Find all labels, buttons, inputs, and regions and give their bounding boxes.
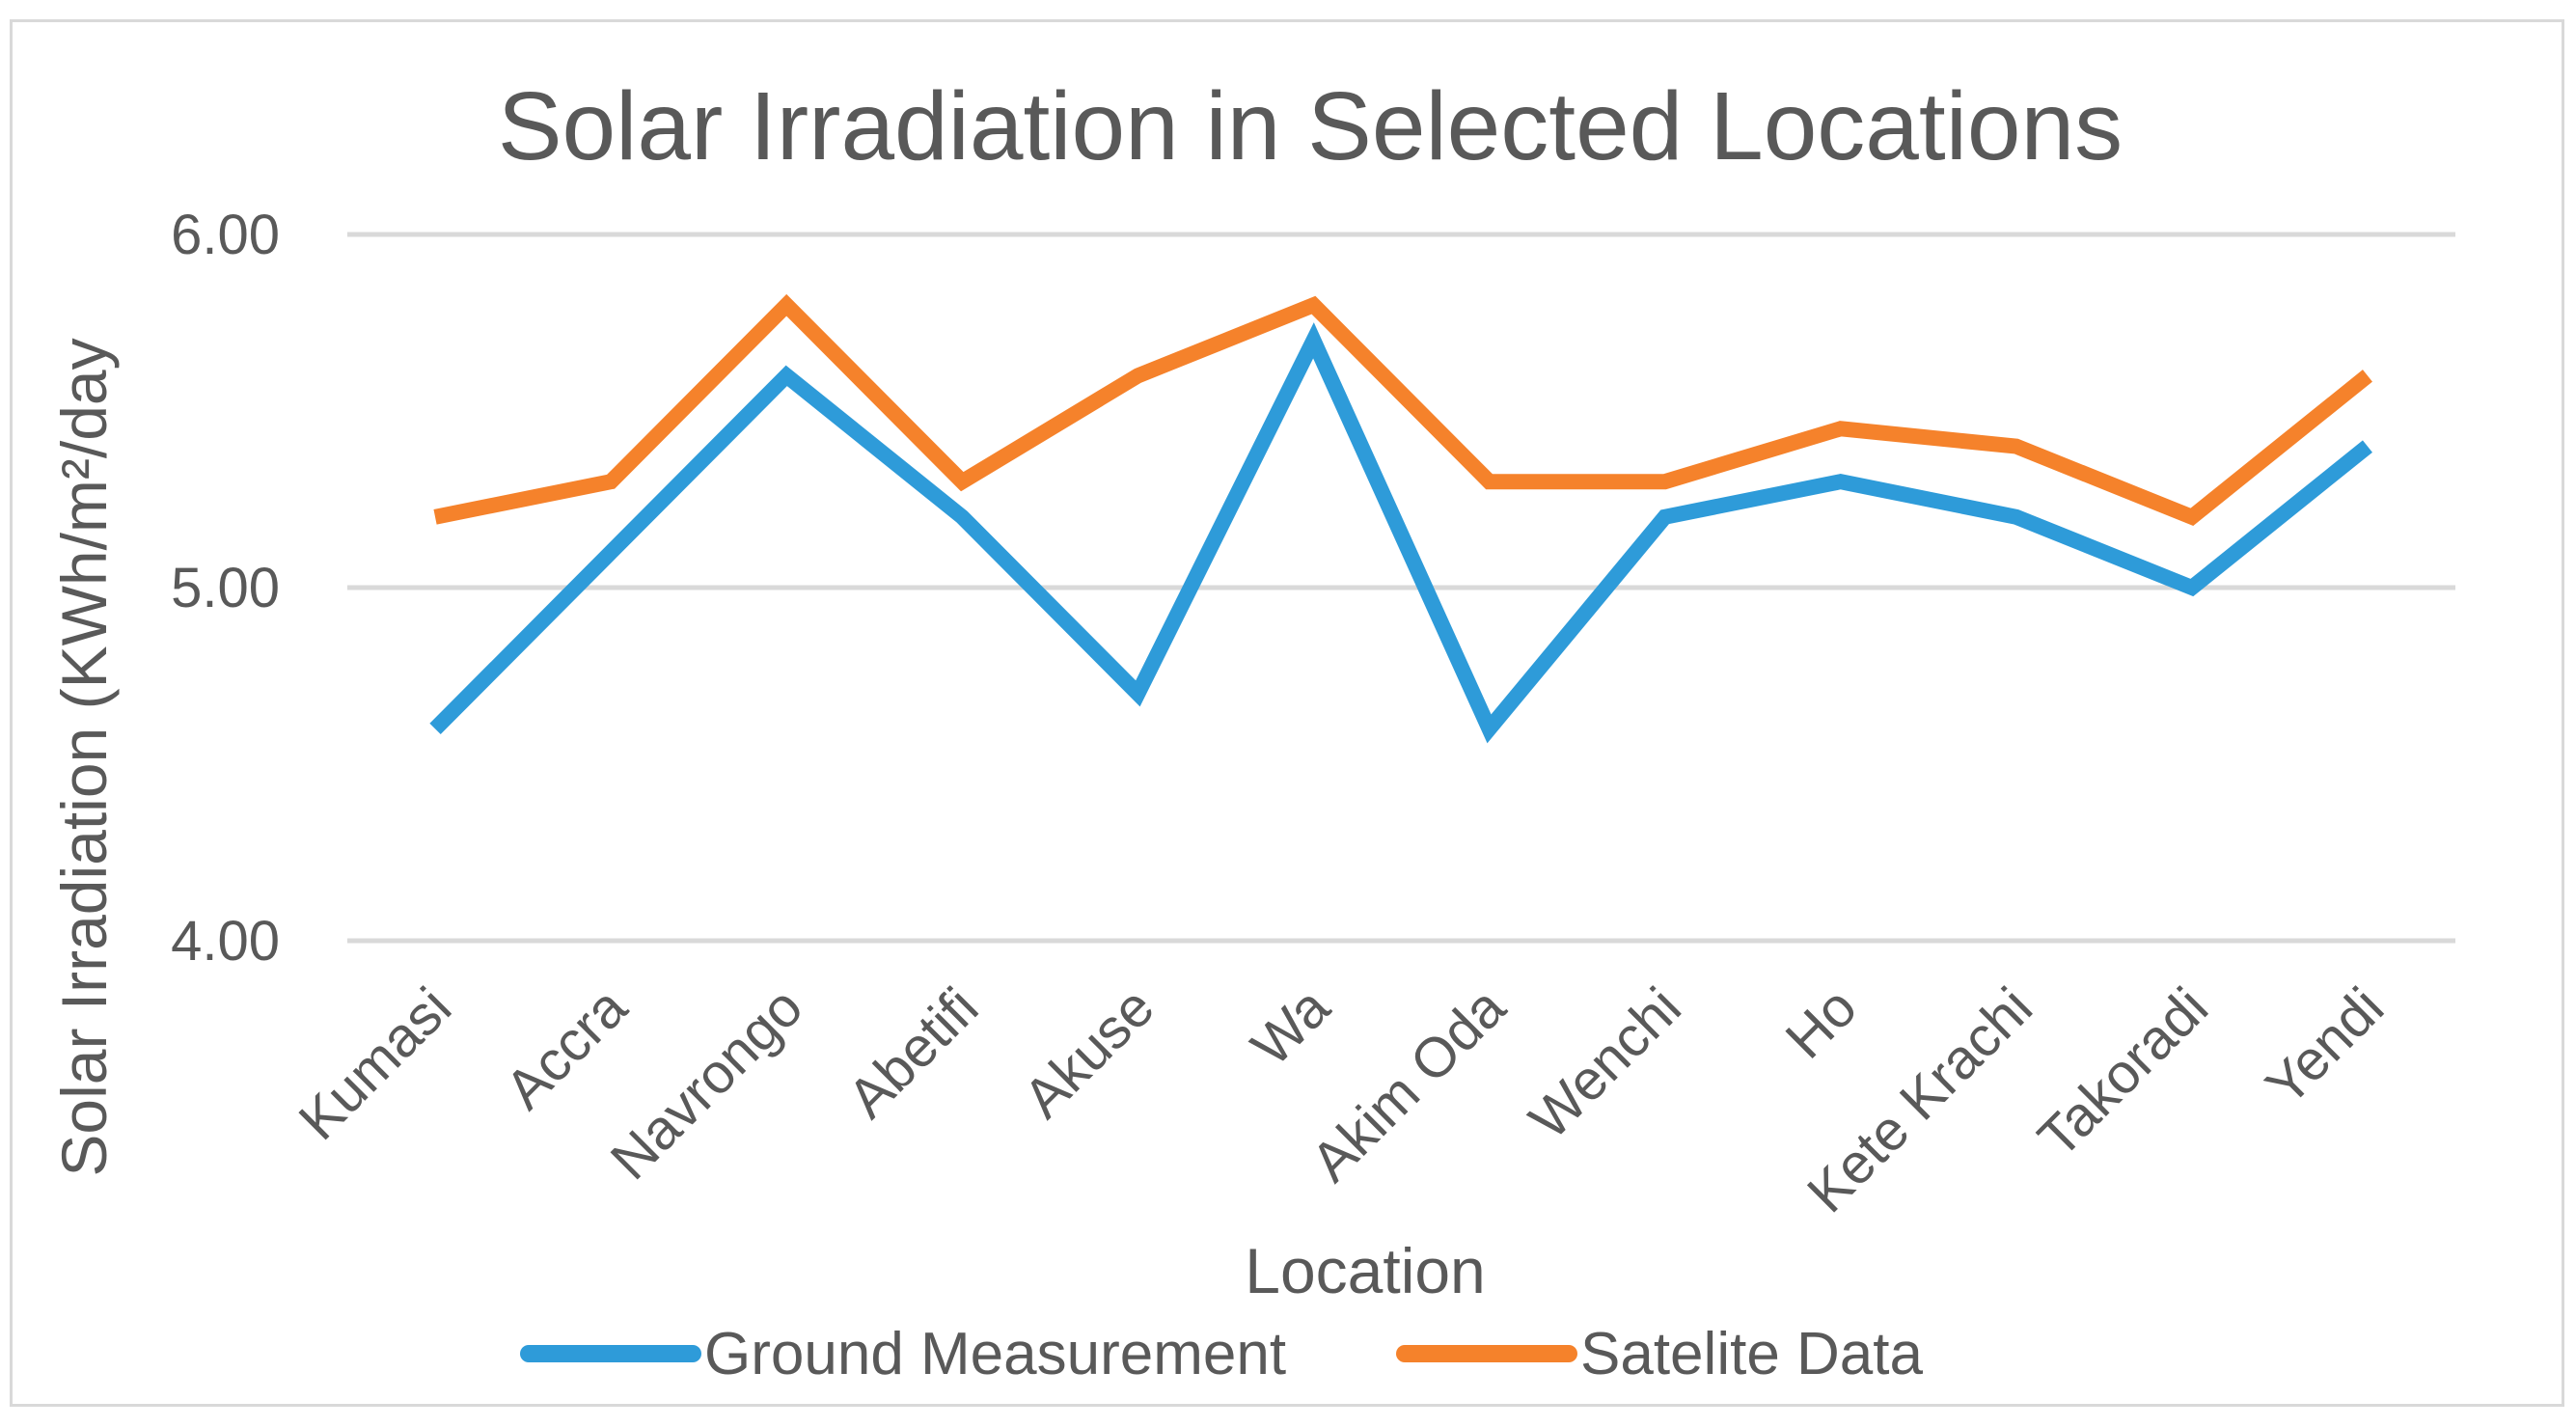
x-tick-label: Kumasi bbox=[288, 975, 464, 1152]
legend-label: Satelite Data bbox=[1580, 1321, 1924, 1387]
series-lines bbox=[429, 293, 2372, 744]
y-tick-label: 6.00 bbox=[171, 204, 280, 266]
x-tick-label: Yendi bbox=[2254, 975, 2396, 1117]
legend: Ground Measurement Satelite Data bbox=[520, 1321, 1924, 1387]
series-line-ground-measurement bbox=[429, 322, 2372, 744]
x-tick-label: Akim Oda bbox=[1300, 975, 1519, 1194]
x-tick-label: Wenchi bbox=[1518, 975, 1693, 1151]
chart-title: Solar Irradiation in Selected Locations bbox=[498, 72, 2123, 180]
legend-label: Ground Measurement bbox=[704, 1321, 1286, 1387]
x-tick-label: Ho bbox=[1774, 975, 1869, 1070]
x-tick-label: Accra bbox=[494, 975, 640, 1121]
y-axis-label: Solar Irradiation (KWh/m²/day bbox=[48, 338, 120, 1176]
y-tick-label: 5.00 bbox=[171, 557, 280, 619]
chart-frame bbox=[10, 19, 2564, 1407]
x-tick-label: Navrongo bbox=[599, 975, 815, 1192]
series-line-satelite-data bbox=[433, 293, 2372, 526]
x-tick-label: Abetifi bbox=[836, 975, 991, 1130]
x-tick-label: Takoradi bbox=[2026, 975, 2220, 1169]
y-axis-ticks: 4.00 5.00 6.00 bbox=[171, 204, 280, 973]
x-tick-label: Wa bbox=[1240, 975, 1342, 1078]
x-axis-label: Location bbox=[1245, 1235, 1486, 1306]
gridlines bbox=[347, 232, 2455, 944]
y-tick-label: 4.00 bbox=[171, 910, 280, 973]
x-tick-label: Akuse bbox=[1012, 975, 1166, 1130]
